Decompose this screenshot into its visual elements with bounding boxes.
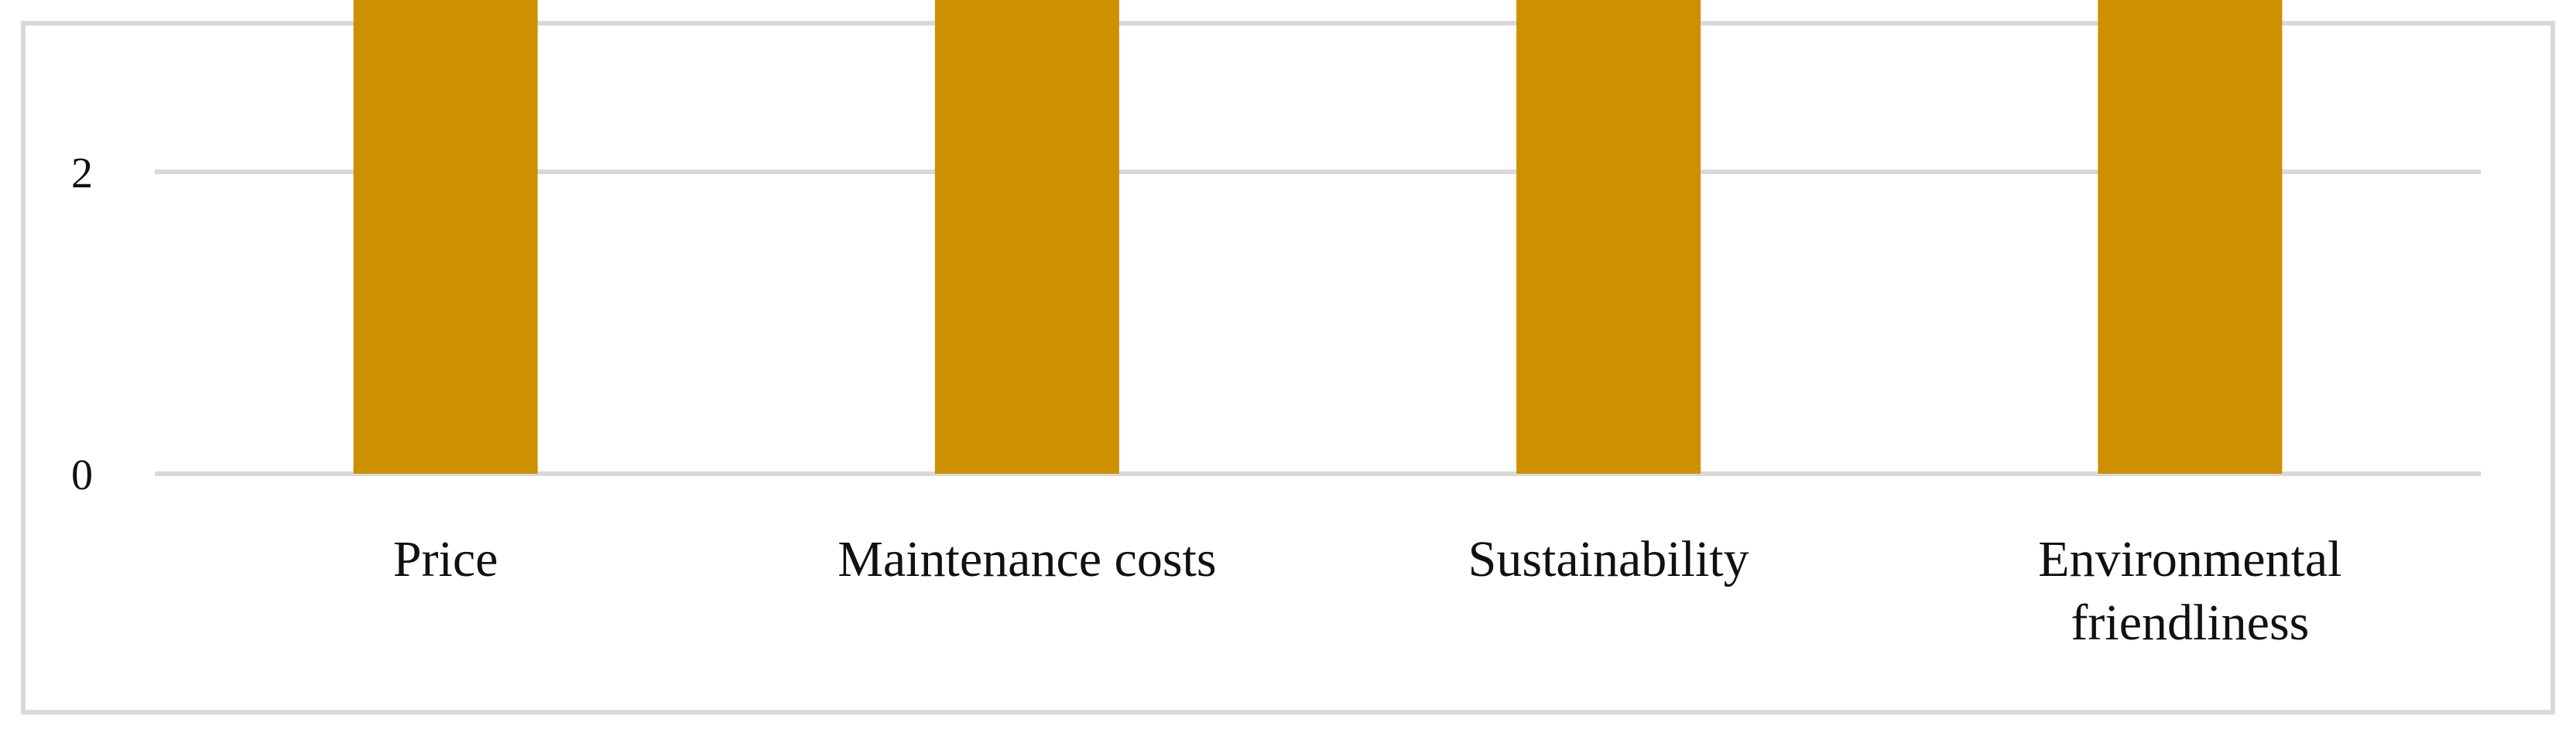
category-label: Maintenance costs: [838, 531, 1216, 588]
y-axis-tick-labels: 024: [71, 149, 93, 499]
x-axis-category-labels: Price Maintenance costs Sustainability Envi…: [393, 531, 2342, 651]
category-label: Environmental: [2038, 531, 2341, 588]
y-tick-label: 0: [71, 451, 93, 499]
bar: [934, 0, 1119, 474]
y-tick-label: 2: [71, 149, 93, 197]
bars: [353, 0, 2283, 475]
gridlines: [155, 170, 2481, 476]
category-label: Sustainability: [1468, 531, 1749, 588]
bar: [353, 0, 538, 475]
bar: [1516, 0, 1701, 474]
bar: [2098, 0, 2283, 474]
category-label: Price: [393, 531, 498, 588]
category-label: friendliness: [2071, 595, 2309, 651]
